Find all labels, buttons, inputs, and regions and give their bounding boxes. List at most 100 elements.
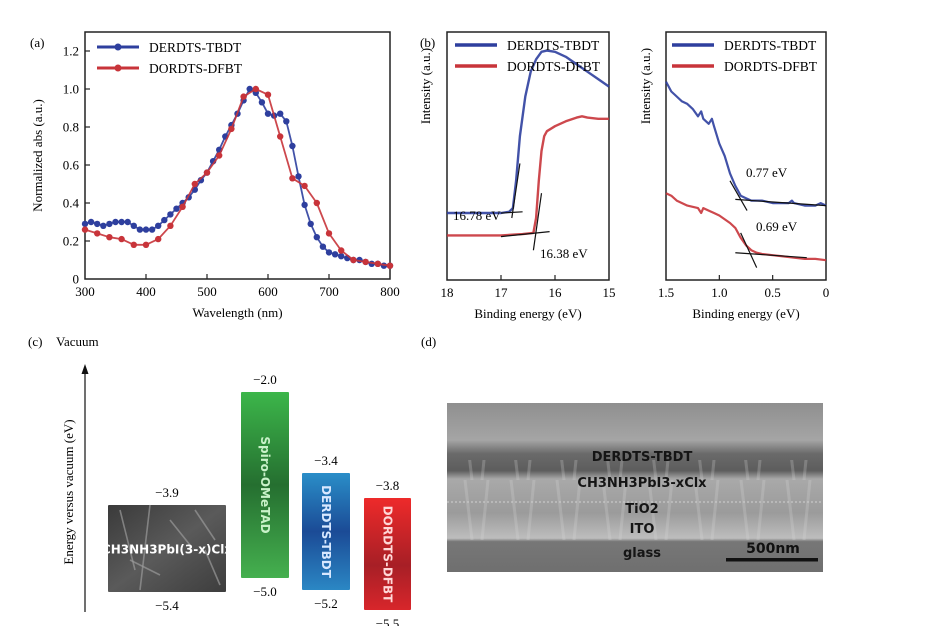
x-tick-label: 17 xyxy=(495,285,509,300)
energy-annotation: 16.38 eV xyxy=(540,246,588,261)
tangent-line xyxy=(735,252,807,259)
arrow-head-icon xyxy=(81,364,89,374)
data-point xyxy=(100,222,107,229)
series-derdts-tbdt: DERDTS-TBDT xyxy=(447,38,610,219)
data-point xyxy=(124,218,131,226)
panel-b-onset-chart: 1.5 1.0 0.5 0 Binding energy (eV) Intensity (… xyxy=(638,31,830,321)
data-point xyxy=(289,175,296,182)
x-tick-label: 300 xyxy=(75,284,95,299)
panel-label-d: (d) xyxy=(421,334,436,349)
plot-frame xyxy=(665,31,827,281)
data-point xyxy=(118,218,125,226)
data-point xyxy=(106,220,113,228)
x-tick-label: 500 xyxy=(197,284,217,299)
sem-layer-label: glass xyxy=(623,546,661,561)
energy-annotation: 0.77 eV xyxy=(746,165,788,180)
data-point xyxy=(155,235,162,243)
data-point xyxy=(331,251,339,258)
vacuum-label: Vacuum xyxy=(56,334,99,349)
data-point xyxy=(277,133,284,140)
data-point xyxy=(374,260,381,267)
series-dordts-dfbt: DORDTS-DFBT xyxy=(665,59,827,268)
homo-value-label: −5.0 xyxy=(253,584,277,599)
energy-bar-rect xyxy=(302,473,350,590)
legend-label: DORDTS-DFBT xyxy=(149,61,243,76)
scale-bar xyxy=(726,558,818,562)
scale-bar-label: 500nm xyxy=(746,541,800,557)
x-tick-label: 15 xyxy=(603,285,616,300)
series-line xyxy=(447,49,610,215)
data-point xyxy=(161,216,168,224)
data-point xyxy=(277,110,284,117)
data-point xyxy=(191,180,198,188)
y-tick-label: 0.8 xyxy=(63,120,79,135)
panel-a-absorption-chart: 300 400 500 600 700 800 0 0.2 0.4 0.6 0.8 1.0 1.2 Wav… xyxy=(30,31,400,320)
x-tick-label: 18 xyxy=(441,285,454,300)
data-point xyxy=(148,226,156,233)
texture-line xyxy=(169,519,191,546)
series-line xyxy=(665,192,827,262)
tangent-line xyxy=(735,198,827,207)
data-point xyxy=(264,110,272,117)
data-point xyxy=(142,241,150,248)
data-point xyxy=(325,249,333,256)
data-point xyxy=(313,199,320,207)
texture-line xyxy=(194,509,216,541)
data-point xyxy=(94,220,101,228)
y-tick-label: 1.0 xyxy=(63,82,79,97)
texture-line xyxy=(204,549,221,586)
panel-label-c: (c) xyxy=(28,334,42,349)
energy-level-bar: CH3NH3PbI(3-x)Clx −3.9 −5.4 xyxy=(102,485,232,613)
tangent-line xyxy=(729,180,748,211)
energy-bar-rect xyxy=(364,498,411,610)
data-point xyxy=(136,226,144,233)
legend-label: DERDTS-TBDT xyxy=(724,38,817,53)
data-point xyxy=(130,241,137,248)
data-point xyxy=(179,203,186,210)
data-point xyxy=(81,220,89,228)
lumo-value-label: −2.0 xyxy=(253,372,277,387)
data-point xyxy=(386,262,394,269)
data-point xyxy=(325,230,333,237)
data-point xyxy=(118,235,125,243)
data-point xyxy=(112,218,119,226)
energy-bar-label: DERDTS-TBDT xyxy=(319,485,333,579)
plot-frame xyxy=(84,31,391,280)
texture-line xyxy=(119,509,136,571)
data-point xyxy=(246,85,253,93)
data-point xyxy=(167,222,174,229)
data-point xyxy=(338,247,345,254)
data-point xyxy=(313,234,320,241)
data-point xyxy=(283,118,290,125)
series-line xyxy=(665,81,827,207)
energy-annotation: 0.69 eV xyxy=(756,219,798,234)
homo-value-label: −5.2 xyxy=(314,596,338,611)
energy-bar-label: DORDTS-DFBT xyxy=(381,506,395,603)
energy-bar-rect xyxy=(108,505,226,592)
data-point xyxy=(87,218,95,226)
energy-annotation: 16.78 eV xyxy=(453,208,501,223)
energy-axis-label: Energy versus vacuum (eV) xyxy=(61,419,76,564)
x-tick-label: 600 xyxy=(258,284,278,299)
energy-level-bar: DORDTS-DFBT −3.8 −5.5 xyxy=(364,478,411,626)
data-point xyxy=(319,243,327,250)
data-point xyxy=(307,220,314,228)
energy-bar-label: CH3NH3PbI(3-x)Clx xyxy=(102,543,232,557)
y-tick-label: 0.2 xyxy=(63,234,79,249)
data-point xyxy=(258,99,266,106)
lumo-value-label: −3.8 xyxy=(376,478,400,493)
data-point xyxy=(350,256,357,264)
y-axis-label: Normalized abs (a.u.) xyxy=(30,99,45,212)
legend-marker xyxy=(114,64,122,72)
y-tick-label: 0.6 xyxy=(63,158,80,173)
x-tick-label: 700 xyxy=(319,284,339,299)
energy-level-bar: DERDTS-TBDT −3.4 −5.2 xyxy=(302,453,350,611)
homo-value-label: −5.4 xyxy=(155,598,179,613)
sem-texture xyxy=(447,460,823,540)
data-point xyxy=(130,222,137,229)
x-tick-label: 1.0 xyxy=(711,285,727,300)
legend-label: DERDTS-TBDT xyxy=(149,40,242,55)
x-tick-label: 0 xyxy=(823,285,830,300)
series-derdts-tbdt: DERDTS-TBDT xyxy=(665,38,827,211)
